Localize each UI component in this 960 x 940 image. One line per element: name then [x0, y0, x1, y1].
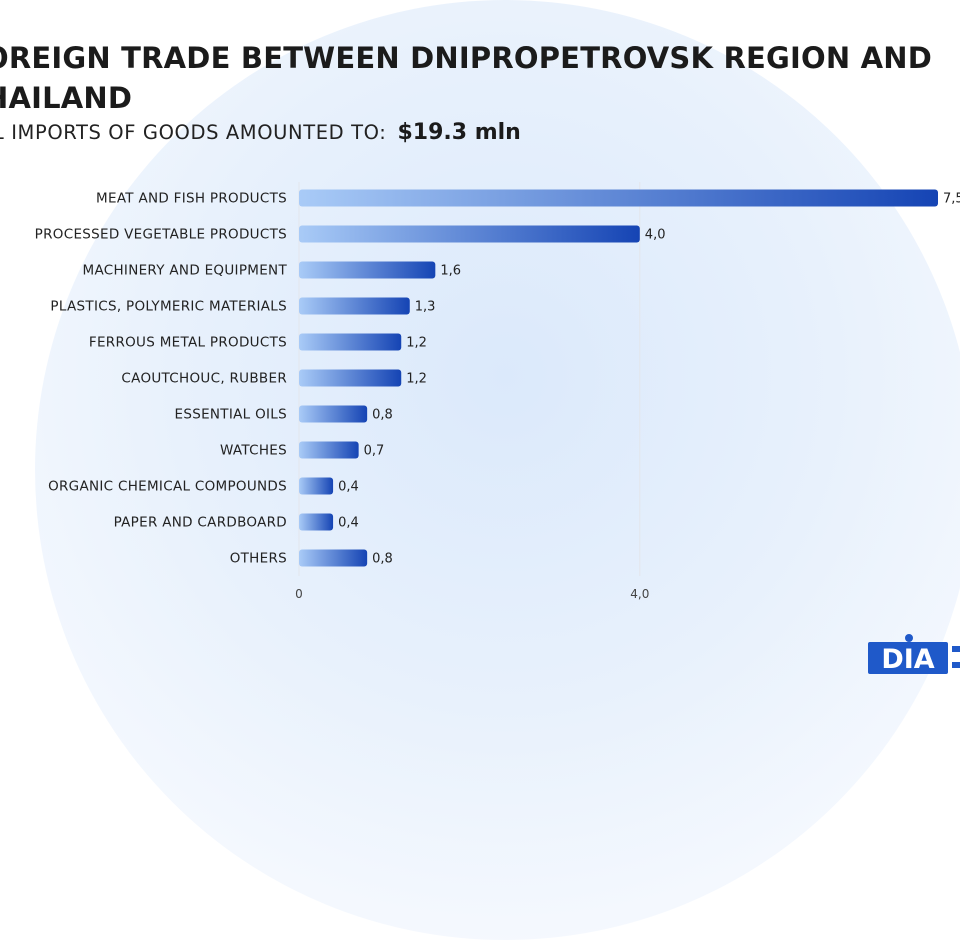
logo-fragment-bottom — [952, 662, 960, 668]
bar — [299, 333, 402, 351]
category-label: PROCESSED VEGETABLE PRODUCTS — [35, 227, 287, 243]
value-label: 0,4 — [338, 516, 359, 531]
bar — [299, 441, 359, 459]
bar — [299, 225, 640, 243]
value-label: 0,8 — [372, 408, 393, 423]
category-label: MACHINERY AND EQUIPMENT — [83, 263, 288, 279]
bars: MEAT AND FISH PRODUCTS 7,5 PROCESSED VEGET… — [35, 189, 960, 567]
category-label: PLASTICS, POLYMERIC MATERIALS — [50, 299, 287, 315]
value-label: 1,2 — [406, 336, 427, 351]
bar — [299, 549, 368, 567]
logo-badge — [868, 642, 948, 674]
bar — [299, 513, 334, 531]
value-label: 7,5 — [943, 192, 960, 207]
value-label: 1,3 — [415, 300, 436, 315]
bar — [299, 261, 436, 279]
bar — [299, 189, 938, 207]
category-label: WATCHES — [220, 443, 287, 459]
bar-chart: MEAT AND FISH PRODUCTS 7,5 PROCESSED VEGET… — [35, 182, 960, 601]
page-title: OREIGN TRADE BETWEEN DNIPROPETROVSK REGI… — [0, 41, 933, 115]
bar — [299, 369, 402, 387]
logo-fragment-top — [952, 646, 960, 652]
dia-logo: DIA — [868, 634, 960, 675]
x-tick-label: 0 — [295, 587, 303, 601]
category-label: PAPER AND CARDBOARD — [114, 515, 287, 531]
value-label: 0,4 — [338, 480, 359, 495]
value-label: 1,6 — [440, 264, 461, 279]
bar — [299, 477, 334, 495]
subtitle: TAL IMPORTS OF GOODS AMOUNTED TO: $19.3 … — [0, 120, 521, 145]
category-label: CAOUTCHOUC, RUBBER — [121, 371, 287, 387]
category-label: MEAT AND FISH PRODUCTS — [96, 191, 287, 207]
subtitle-label: TAL IMPORTS OF GOODS AMOUNTED TO: — [0, 121, 387, 144]
value-label: 1,2 — [406, 372, 427, 387]
x-axis-ticks: 0 4,0 — [295, 587, 649, 601]
subtitle-value: $19.3 mln — [397, 120, 521, 145]
bar — [299, 405, 368, 423]
category-label: OTHERS — [230, 551, 287, 567]
value-label: 0,7 — [364, 444, 385, 459]
logo-text: DIA — [881, 644, 934, 675]
category-label: ESSENTIAL OILS — [175, 407, 287, 423]
value-label: 0,8 — [372, 552, 393, 567]
logo-dot — [905, 634, 913, 642]
category-label: FERROUS METAL PRODUCTS — [89, 335, 287, 351]
category-label: ORGANIC CHEMICAL COMPOUNDS — [48, 479, 287, 495]
value-label: 4,0 — [645, 228, 666, 243]
bar — [299, 297, 410, 315]
x-tick-label: 4,0 — [630, 587, 649, 601]
